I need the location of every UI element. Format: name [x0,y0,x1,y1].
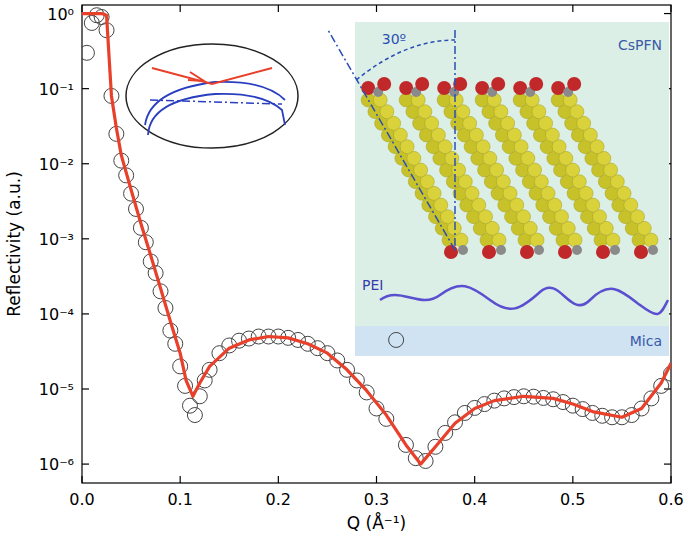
beam [152,68,272,84]
x-tick-top [474,5,475,12]
y-tick-label: 10⁻⁵ [39,380,74,399]
x-tick-label: 0.2 [266,490,291,509]
y-tick [82,388,89,389]
inset-structure [328,22,669,356]
head-atom [415,77,429,91]
y-tick-label: 10⁰ [47,5,74,24]
data-point [187,408,202,423]
data-group [82,8,671,469]
x-tick-label: 0.6 [658,490,683,509]
x-tick [670,476,671,483]
data-point [389,332,404,347]
bent-sheet [145,82,285,125]
y-tick-label: 10⁻⁶ [39,455,74,474]
annotation: PEI [362,277,383,293]
y-tick [82,163,89,164]
head-atom [567,77,581,91]
head-atom [572,245,582,255]
x-tick-top [670,5,671,12]
head-atom [437,81,451,95]
head-atom [475,81,489,95]
y-tick-label: 10⁻² [39,155,74,174]
y-tick [82,88,89,89]
x-tick [376,476,377,483]
head-atom [361,81,375,95]
head-atom [634,245,648,259]
head-atom [520,245,534,259]
x-tick-label: 0.3 [364,490,389,509]
head-atom [610,245,620,255]
annotation: Mica [630,333,662,349]
head-atom [534,245,544,255]
head-atom [444,245,458,259]
x-tick-label: 0.5 [560,490,585,509]
x-tick-top [278,5,279,12]
head-atom [596,245,610,259]
head-atom [482,245,496,259]
x-tick [180,476,181,483]
x-tick [81,476,82,483]
beam-arrow [188,72,204,81]
x-tick-top [376,5,377,12]
inset-ellipse [126,44,298,148]
x-axis-title: Q (Å⁻¹) [347,512,406,533]
head-atom [399,81,413,95]
mica-layer [355,326,669,356]
y-tick-label: 10⁻¹ [39,80,74,99]
x-tick [572,476,573,483]
bent-sheet [148,94,285,135]
head-atom [558,245,572,259]
y-tick [82,238,89,239]
x-tick [278,476,279,483]
head-atom [377,77,391,91]
chart: 0.0 0.1 0.2 0.3 0.4 0.5 0.6 10⁰ 10⁻¹ 10⁻² 10⁻³ 10⁻⁴… [0,0,692,537]
annotation: CsPFN [618,37,662,53]
head-atom [458,245,468,255]
head-atom [551,81,565,95]
y-tick [82,463,89,464]
x-tick-top [572,5,573,12]
head-atom [529,77,543,91]
inset-geometry [126,44,298,148]
plot-frame [82,5,671,483]
tilt-guide [328,30,455,250]
y-tick-label: 10⁻³ [39,230,74,249]
x-tick [474,476,475,483]
sheet-axis [150,100,282,104]
x-tick-label: 0.0 [69,490,94,509]
data-point [418,453,433,468]
data-point [82,45,94,60]
x-tick-top [81,5,82,12]
vertical-guide [454,30,456,250]
head-atom [496,245,506,255]
fit-line [82,14,671,465]
head-atom [491,77,505,91]
head-atom [513,81,527,95]
y-tick-label: 10⁻⁴ [39,305,74,324]
y-tick-right [664,463,671,464]
x-tick-label: 0.4 [462,490,487,509]
head-atom [648,245,658,255]
data-point [182,398,197,413]
pei-chain [380,286,668,314]
y-axis-title: Reflectivity (a.u.) [4,171,24,317]
annotation: 30º [382,31,406,47]
x-tick-label: 0.1 [167,490,192,509]
y-tick [82,313,89,314]
y-tick-right [664,13,671,14]
inset-background [355,22,669,356]
x-tick-top [180,5,181,12]
